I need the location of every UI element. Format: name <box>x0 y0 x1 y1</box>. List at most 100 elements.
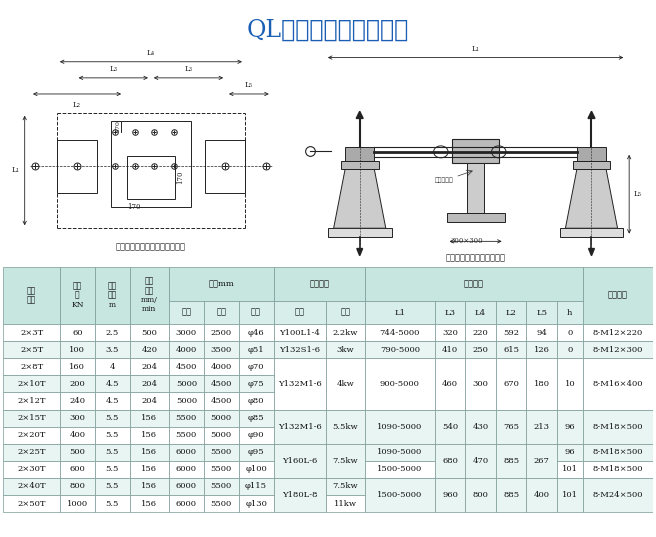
Bar <box>583 358 653 410</box>
Bar <box>328 228 392 237</box>
Bar <box>3 426 60 444</box>
Bar <box>95 410 130 426</box>
Text: 直径: 直径 <box>251 309 261 317</box>
Text: 900-5000: 900-5000 <box>380 380 420 388</box>
Text: 470: 470 <box>472 457 489 465</box>
Text: 2×5T: 2×5T <box>20 346 43 354</box>
Bar <box>169 267 274 301</box>
Text: 267: 267 <box>533 457 550 465</box>
Bar <box>130 461 169 478</box>
Text: 250: 250 <box>472 346 489 354</box>
Bar <box>3 478 60 495</box>
Text: 460: 460 <box>442 380 458 388</box>
Text: L₁: L₁ <box>11 166 19 175</box>
Text: 7.5kw: 7.5kw <box>333 482 358 490</box>
Text: 800: 800 <box>472 491 489 499</box>
Bar <box>341 162 379 169</box>
Text: 2×10T: 2×10T <box>17 380 46 388</box>
Text: 0: 0 <box>567 346 573 354</box>
Text: 204: 204 <box>141 380 157 388</box>
Bar <box>557 324 583 341</box>
Bar <box>169 375 204 393</box>
Text: 传动轴支座: 传动轴支座 <box>435 177 454 183</box>
Bar <box>204 375 239 393</box>
Bar <box>239 426 274 444</box>
Text: 60: 60 <box>72 329 83 337</box>
Text: 4.5: 4.5 <box>106 397 119 405</box>
Text: 220: 220 <box>473 329 489 337</box>
Text: 170: 170 <box>176 170 184 184</box>
Text: 410: 410 <box>442 346 458 354</box>
Text: L₄: L₄ <box>147 49 155 57</box>
Bar <box>3 461 60 478</box>
Bar <box>560 228 623 237</box>
Text: 4.5: 4.5 <box>106 380 119 388</box>
Bar <box>60 341 95 358</box>
Text: 1090-5000: 1090-5000 <box>377 448 422 456</box>
Bar <box>577 147 606 162</box>
Bar <box>3 267 60 324</box>
Bar <box>583 341 653 358</box>
Text: 540: 540 <box>442 423 458 431</box>
Bar <box>60 267 95 324</box>
Text: QL双吹点螺杆式启闭机: QL双吹点螺杆式启闭机 <box>247 19 409 42</box>
Bar <box>435 324 465 341</box>
Bar <box>204 495 239 512</box>
Bar <box>95 267 130 324</box>
Text: L₅: L₅ <box>245 81 253 89</box>
Bar <box>526 478 557 512</box>
Bar <box>274 341 326 358</box>
Bar <box>3 375 60 393</box>
Bar <box>496 478 526 512</box>
Bar <box>326 341 365 358</box>
Text: 4500: 4500 <box>176 363 197 371</box>
Bar <box>130 444 169 461</box>
Bar <box>274 478 326 512</box>
Bar <box>274 410 326 444</box>
Bar <box>274 324 326 341</box>
Bar <box>60 444 95 461</box>
Bar <box>583 410 653 444</box>
Text: 3.5: 3.5 <box>106 346 119 354</box>
Text: 参数
型号: 参数 型号 <box>27 287 36 304</box>
Text: 2.2kw: 2.2kw <box>333 329 358 337</box>
Text: 4kw: 4kw <box>337 380 354 388</box>
Text: 156: 156 <box>141 448 157 456</box>
Bar <box>205 140 245 193</box>
Text: φ115: φ115 <box>245 482 267 490</box>
Bar <box>239 324 274 341</box>
Text: 全长: 全长 <box>181 309 192 317</box>
Text: 5500: 5500 <box>176 431 197 439</box>
Bar <box>95 341 130 358</box>
Bar <box>326 478 365 495</box>
Bar <box>557 358 583 410</box>
Bar <box>496 341 526 358</box>
Text: 240: 240 <box>70 397 85 405</box>
Text: 4000: 4000 <box>176 346 197 354</box>
Text: φ70: φ70 <box>248 363 264 371</box>
Text: 5000: 5000 <box>211 414 232 422</box>
Bar <box>95 324 130 341</box>
Text: 2×30T: 2×30T <box>17 466 46 473</box>
Text: 204: 204 <box>141 397 157 405</box>
Bar <box>526 324 557 341</box>
Bar <box>326 324 365 341</box>
Text: 101: 101 <box>562 491 578 499</box>
Text: φ85: φ85 <box>248 414 264 422</box>
Bar <box>60 495 95 512</box>
Bar <box>557 301 583 324</box>
Text: 156: 156 <box>141 499 157 507</box>
Text: φ80: φ80 <box>248 397 264 405</box>
Bar <box>95 426 130 444</box>
Bar <box>365 301 435 324</box>
Bar <box>365 410 435 444</box>
Bar <box>127 156 175 199</box>
Bar <box>239 341 274 358</box>
Text: φ51: φ51 <box>248 346 264 354</box>
Text: 96: 96 <box>565 448 575 456</box>
Bar <box>365 444 435 461</box>
Bar <box>204 426 239 444</box>
Polygon shape <box>334 169 386 228</box>
Bar <box>169 495 204 512</box>
Bar <box>3 393 60 410</box>
